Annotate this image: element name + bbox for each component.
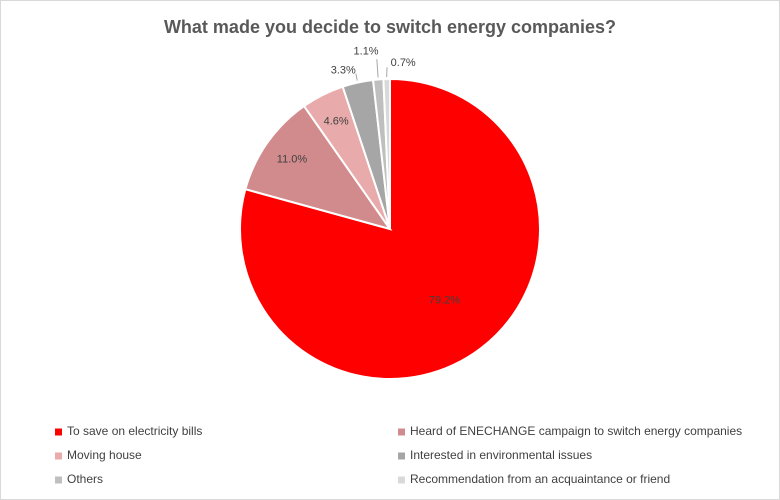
- legend-label: Moving house: [67, 448, 142, 462]
- pie-slice: [382, 77, 391, 230]
- legend-swatch: [398, 452, 405, 460]
- legend-swatch: [55, 452, 62, 460]
- pie-slice: [239, 77, 541, 380]
- data-label: 3.3%: [331, 64, 356, 76]
- legend-label: Heard of ENECHANGE campaign to switch en…: [410, 424, 742, 438]
- legend-swatch: [55, 476, 62, 484]
- legend-swatch: [398, 476, 405, 484]
- legend-swatch: [55, 428, 62, 436]
- legend-label: Others: [67, 472, 103, 486]
- data-label: 11.0%: [277, 154, 308, 166]
- data-label: 4.6%: [324, 116, 349, 128]
- legend-label: To save on electricity bills: [67, 424, 202, 438]
- pie-slice: [244, 104, 393, 231]
- leader-line: [376, 59, 379, 78]
- legend-label: Recommendation from an acquaintance or f…: [410, 472, 670, 486]
- leader-line: [355, 73, 358, 81]
- legend-swatch: [398, 428, 405, 436]
- data-label: 0.7%: [391, 57, 416, 69]
- data-label: 79.2%: [429, 295, 460, 307]
- chart-title: What made you decide to switch energy co…: [164, 17, 616, 37]
- data-label: 1.1%: [354, 45, 379, 57]
- legend-label: Interested in environmental issues: [410, 448, 592, 462]
